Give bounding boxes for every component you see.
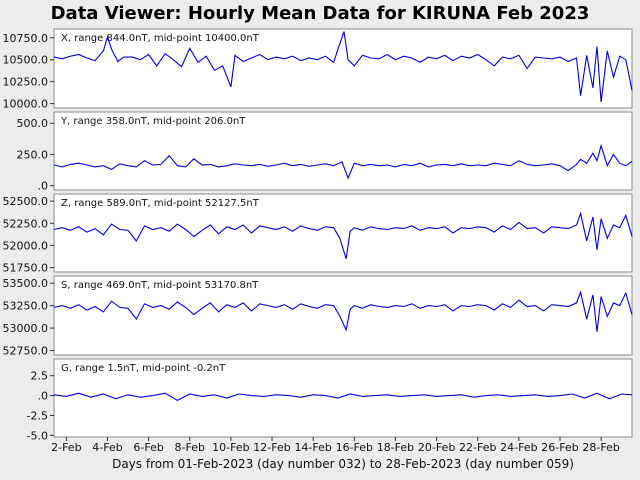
y-tick-label: 2.5 (31, 370, 49, 383)
y-tick-label: 53500.0 (3, 277, 49, 290)
series-line (53, 31, 633, 102)
series-line (53, 211, 633, 259)
y-tick-label: 10500.0 (3, 54, 49, 67)
panel-0: 10000.0 10250.0 10500.0 10750.0 X, range 844… (3, 28, 633, 111)
series-line (53, 143, 633, 180)
x-axis-label: Days from 01-Feb-2023 (day number 032) t… (112, 457, 574, 471)
y-tick-label: 53000.0 (3, 322, 49, 335)
y-tick-label: 52000.0 (3, 239, 49, 252)
panel-label: G, range 1.5nT, mid-point -0.2nT (61, 363, 226, 374)
x-tick-label: 14-Feb (294, 441, 331, 454)
y-tick-label: 250.0 (17, 148, 49, 161)
chart-title: Data Viewer: Hourly Mean Data for KIRUNA… (50, 3, 590, 24)
y-tick-label: .0 (38, 180, 49, 193)
y-tick-label: -2.5 (27, 410, 48, 423)
panel-frame (53, 193, 633, 273)
x-tick-label: 12-Feb (253, 441, 290, 454)
x-tick-label: 20-Feb (418, 441, 455, 454)
x-tick-label: 2-Feb (51, 441, 81, 454)
y-tick-label: 10750.0 (3, 32, 49, 45)
x-tick-label: 24-Feb (500, 441, 537, 454)
y-tick-label: 53250.0 (3, 300, 49, 313)
y-tick-label: 52500.0 (3, 195, 49, 208)
x-tick-label: 18-Feb (377, 441, 414, 454)
x-tick-label: 6-Feb (133, 441, 163, 454)
y-tick-label: 10250.0 (3, 76, 49, 89)
y-tick-label: .0 (38, 390, 49, 403)
x-tick-label: 26-Feb (541, 441, 578, 454)
panel-2: 51750.0 52000.0 52250.0 52500.0 Z, range 589… (3, 193, 633, 275)
series-line (53, 392, 633, 402)
x-tick-label: 22-Feb (459, 441, 496, 454)
y-tick-label: 500.0 (17, 117, 49, 130)
panel-label: X, range 844.0nT, mid-point 10400.0nT (61, 33, 260, 44)
panel-1: .0 250.0 500.0 Y, range 358.0nT, mid-point … (17, 111, 633, 193)
y-tick-label: 10000.0 (3, 98, 49, 111)
x-tick-label: 8-Feb (175, 441, 205, 454)
panel-frame (53, 358, 633, 438)
panel-frame (53, 111, 633, 191)
panel-label: S, range 469.0nT, mid-point 53170.8nT (61, 280, 259, 291)
panel-label: Y, range 358.0nT, mid-point 206.0nT (60, 116, 246, 127)
panel-frame (53, 275, 633, 356)
panel-4: -5.0 -2.5 .0 2.5 G, range 1.5nT, mid-point -… (27, 358, 633, 442)
x-tick-label: 16-Feb (336, 441, 373, 454)
y-tick-label: 52750.0 (3, 345, 49, 358)
series-line (53, 290, 633, 332)
panel-frame (53, 28, 633, 109)
y-tick-label: 52250.0 (3, 217, 49, 230)
y-tick-label: -5.0 (27, 429, 48, 442)
panel-3: 52750.0 53000.0 53250.0 53500.0 S, range 469… (3, 275, 633, 358)
x-tick-label: 28-Feb (582, 441, 619, 454)
panel-label: Z, range 589.0nT, mid-point 52127.5nT (61, 198, 260, 209)
x-tick-label: 4-Feb (92, 441, 122, 454)
x-tick-label: 10-Feb (212, 441, 249, 454)
y-tick-label: 51750.0 (3, 262, 49, 275)
